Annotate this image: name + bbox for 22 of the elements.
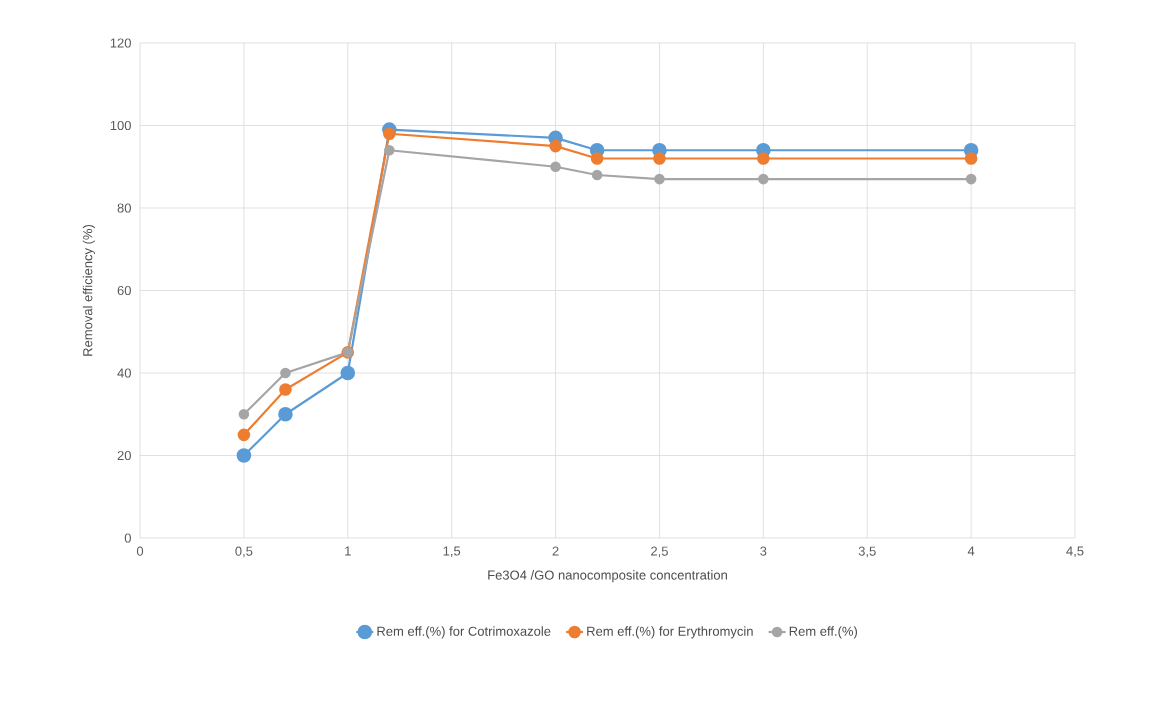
y-axis-title: Removal efficiency (%) (82, 224, 95, 356)
x-tick-label: 4,5 (1066, 546, 1084, 558)
x-tick-label: 1,5 (443, 546, 461, 558)
x-tick-label: 0 (136, 546, 144, 556)
x-tick-label: 3,5 (858, 546, 876, 558)
x-tick-label: 0,5 (235, 546, 253, 558)
legend-label: Rem eff.(%) for Cotrimoxazole (377, 626, 551, 639)
x-tick-label: 2 (552, 546, 559, 556)
y-tick-label: 80 (117, 203, 131, 213)
y-tick-label: 0 (124, 533, 131, 543)
x-tick-label: 3 (760, 546, 767, 556)
y-tick-label: 120 (110, 38, 131, 48)
x-tick-label: 2,5 (651, 546, 668, 558)
x-tick-label: 1 (345, 546, 351, 556)
y-tick-label: 40 (117, 368, 131, 378)
legend-label: Rem eff.(%) for Erythromycin (587, 626, 753, 639)
x-axis-title: Fe3O4 /GO nanocomposite concentration (488, 570, 727, 583)
y-tick-label: 100 (110, 120, 131, 131)
x-tick-label: 4 (967, 546, 975, 556)
legend-label: Rem eff.(%) (789, 626, 857, 639)
y-tick-label: 20 (117, 450, 131, 461)
y-tick-label: 60 (117, 285, 131, 296)
